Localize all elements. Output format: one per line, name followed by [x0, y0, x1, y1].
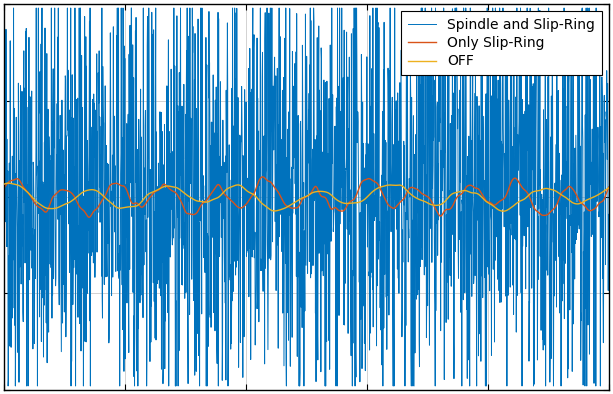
Legend: Spindle and Slip-Ring, Only Slip-Ring, OFF: Spindle and Slip-Ring, Only Slip-Ring, O… — [402, 11, 602, 75]
Only Slip-Ring — [1, 186, 8, 190]
Line: OFF: OFF — [4, 183, 609, 211]
OFF — [295, 198, 302, 203]
Only Slip-Ring — [477, 190, 484, 195]
Spindle and Slip-Ring — [295, 250, 302, 255]
Spindle and Slip-Ring — [279, 311, 286, 316]
Only Slip-Ring — [85, 215, 93, 219]
Spindle and Slip-Ring — [1, 142, 8, 147]
OFF — [279, 207, 286, 212]
Spindle and Slip-Ring — [605, 274, 612, 279]
Spindle and Slip-Ring — [588, 164, 595, 169]
OFF — [1, 182, 8, 186]
OFF — [588, 195, 595, 200]
Line: Only Slip-Ring: Only Slip-Ring — [4, 177, 609, 217]
OFF — [588, 195, 596, 200]
Spindle and Slip-Ring — [588, 229, 596, 234]
OFF — [32, 198, 39, 203]
Only Slip-Ring — [605, 185, 612, 190]
OFF — [605, 186, 612, 190]
Spindle and Slip-Ring — [4, 384, 12, 388]
OFF — [4, 181, 12, 186]
OFF — [500, 209, 507, 214]
OFF — [477, 193, 484, 198]
Spindle and Slip-Ring — [477, 359, 484, 364]
Only Slip-Ring — [279, 198, 286, 203]
Spindle and Slip-Ring — [32, 208, 39, 213]
Only Slip-Ring — [295, 204, 302, 208]
Line: Spindle and Slip-Ring: Spindle and Slip-Ring — [4, 8, 609, 386]
Spindle and Slip-Ring — [10, 6, 17, 10]
Only Slip-Ring — [588, 208, 596, 213]
Only Slip-Ring — [259, 175, 266, 179]
Only Slip-Ring — [588, 208, 595, 213]
Only Slip-Ring — [31, 201, 39, 206]
